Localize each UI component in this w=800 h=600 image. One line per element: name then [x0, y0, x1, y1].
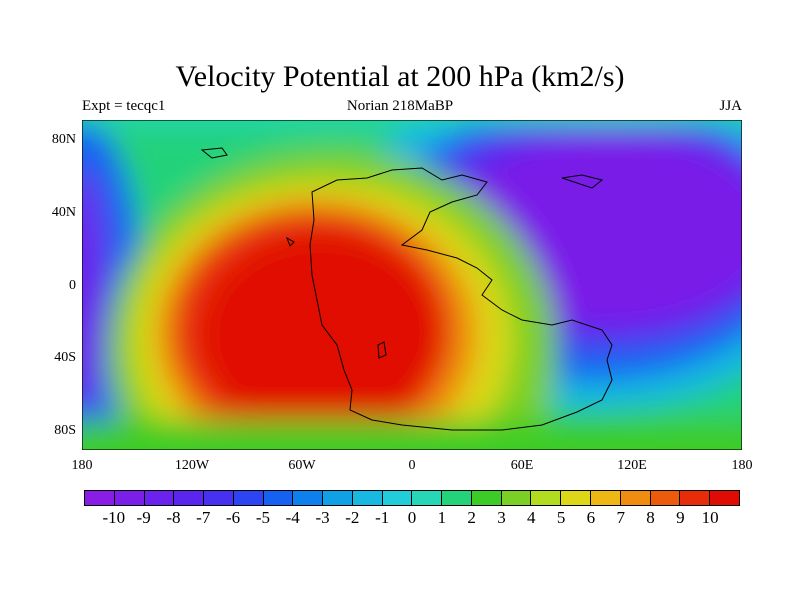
xlabel-60w: 60W — [288, 458, 316, 473]
map-panel — [82, 120, 742, 450]
colorbar-label: -10 — [102, 508, 126, 527]
colorbar-label: -4 — [285, 508, 300, 527]
colorbar-swatch — [293, 491, 324, 505]
season-label: JJA — [719, 98, 742, 114]
colorbar-label: 1 — [437, 508, 447, 527]
coastline — [309, 167, 613, 431]
colorbar-swatch — [233, 491, 264, 505]
island-1 — [200, 147, 228, 159]
colorbar-label: -8 — [166, 508, 181, 527]
xlabel-60e: 60E — [510, 458, 534, 473]
ylabel-80s: 80S — [54, 423, 76, 438]
colorbar-swatch — [442, 491, 472, 505]
colorbar-swatch — [114, 491, 145, 505]
colorbar-label: 10 — [701, 508, 719, 527]
colorbar-swatch — [144, 491, 175, 505]
colorbar-label: 5 — [556, 508, 566, 527]
colorbar-swatch — [174, 491, 205, 505]
colorbar-swatch — [501, 491, 532, 505]
colorbar-label: 2 — [467, 508, 476, 527]
colorbar-swatch — [561, 491, 592, 505]
colorbar-label: 7 — [616, 508, 625, 527]
colorbar-label: -7 — [196, 508, 211, 527]
colorbar-swatch — [591, 491, 621, 505]
xlabel-180e: 180 — [731, 458, 753, 473]
colorbar-swatch — [352, 491, 383, 505]
colorbar-swatch — [382, 491, 413, 505]
colorbar-swatch — [710, 491, 739, 505]
ylabel-0: 0 — [69, 278, 76, 293]
colorbar-label: 8 — [646, 508, 655, 527]
colorbar-label: -3 — [315, 508, 330, 527]
colorbar-label: 4 — [527, 508, 536, 527]
colorbar-label: -1 — [375, 508, 390, 527]
colorbar — [84, 490, 740, 506]
colorbar-label: -2 — [345, 508, 360, 527]
colorbar-swatch — [412, 491, 443, 505]
contour-fill — [82, 120, 742, 450]
colorbar-label: -5 — [255, 508, 270, 527]
colorbar-label: 0 — [407, 508, 417, 527]
xlabel-0: 0 — [408, 458, 416, 473]
xlabel-120e: 120E — [617, 458, 647, 473]
island-3 — [286, 236, 295, 247]
ylabel-80n: 80N — [51, 132, 76, 147]
colorbar-swatch — [471, 491, 502, 505]
xlabel-120w: 120W — [174, 458, 210, 473]
xlabel-180w: 180 — [71, 458, 93, 473]
colorbar-swatch — [620, 491, 651, 505]
colorbar-swatch — [680, 491, 711, 505]
colorbar-swatch — [650, 491, 681, 505]
plot-title: Velocity Potential at 200 hPa (km2/s) — [175, 60, 625, 93]
colorbar-label: -9 — [136, 508, 151, 527]
colorbar-swatch — [323, 491, 353, 505]
map-svg — [82, 120, 742, 450]
colorbar-swatch — [85, 491, 115, 505]
ylabel-40n: 40N — [51, 205, 76, 220]
colorbar-label: -6 — [225, 508, 241, 527]
colorbar-swatch — [204, 491, 234, 505]
ylabel-40s: 40S — [54, 350, 76, 365]
colorbar-label: 6 — [586, 508, 596, 527]
colorbar-label: 3 — [497, 508, 506, 527]
colorbar-swatch — [263, 491, 294, 505]
island-2 — [561, 174, 604, 189]
colorbar-label: 9 — [676, 508, 685, 527]
experiment-label: Expt = tecqc1 — [82, 98, 166, 114]
island-4 — [377, 341, 387, 359]
colorbar-swatch — [531, 491, 562, 505]
period-label: Norian 218MaBP — [346, 98, 454, 114]
